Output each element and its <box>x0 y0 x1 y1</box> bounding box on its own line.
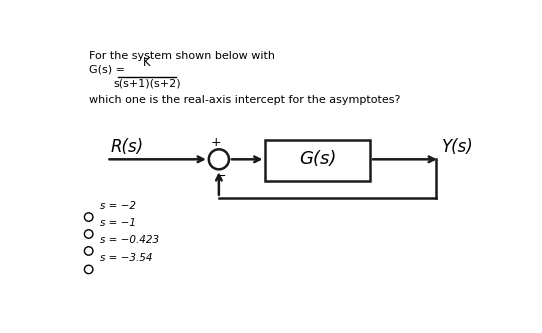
Text: G(s): G(s) <box>299 150 337 168</box>
Text: K: K <box>144 56 151 69</box>
Text: which one is the real-axis intercept for the asymptotes?: which one is the real-axis intercept for… <box>89 95 401 106</box>
Text: G(s) =: G(s) = <box>89 65 125 75</box>
Text: s = −1: s = −1 <box>100 218 136 228</box>
Text: −: − <box>216 170 227 183</box>
Text: +: + <box>210 136 221 149</box>
Text: For the system shown below with: For the system shown below with <box>89 51 275 61</box>
Text: s = −0.423: s = −0.423 <box>100 235 159 245</box>
Bar <box>266 140 370 181</box>
Text: s = −2: s = −2 <box>100 201 136 211</box>
Text: s(s+1)(s+2): s(s+1)(s+2) <box>113 79 181 89</box>
Text: s = −3.54: s = −3.54 <box>100 253 153 263</box>
Text: R(s): R(s) <box>111 138 144 156</box>
Text: Y(s): Y(s) <box>442 138 474 156</box>
